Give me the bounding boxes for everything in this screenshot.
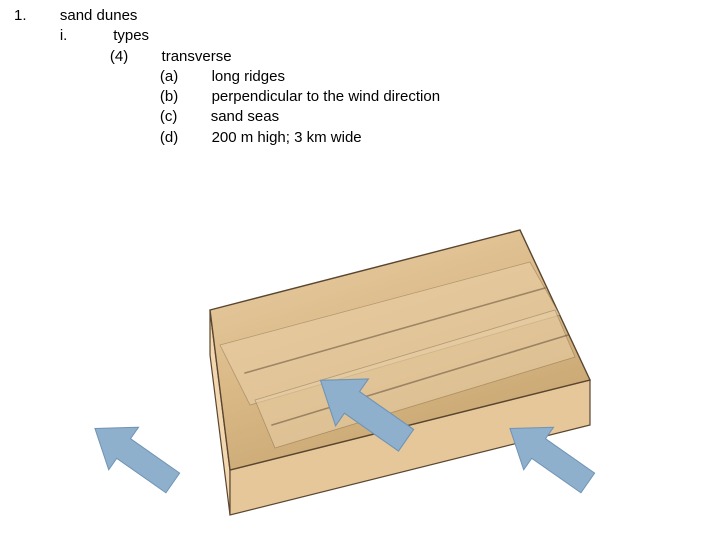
outline-d-text: 200 m high; 3 km wide — [212, 129, 362, 146]
outline-a: (a) — [160, 68, 178, 85]
outline-b-text: perpendicular to the wind direction — [212, 88, 440, 105]
wind-arrow-icon — [80, 407, 188, 504]
outline-b: (b) — [160, 88, 178, 105]
outline-d: (d) — [160, 129, 178, 146]
outline-topic: sand dunes — [60, 7, 138, 24]
outline-text: 1. sand dunes i. types (4) transverse (a… — [14, 6, 440, 148]
outline-num: 1. — [14, 7, 27, 24]
outline-sub-4: (4) — [110, 48, 128, 65]
outline-c: (c) — [160, 108, 178, 125]
outline-sub-i-label: types — [113, 27, 149, 44]
outline-a-text: long ridges — [212, 68, 285, 85]
outline-c-text: sand seas — [211, 108, 279, 125]
outline-type-name: transverse — [162, 48, 232, 65]
dune-diagram — [50, 170, 610, 520]
